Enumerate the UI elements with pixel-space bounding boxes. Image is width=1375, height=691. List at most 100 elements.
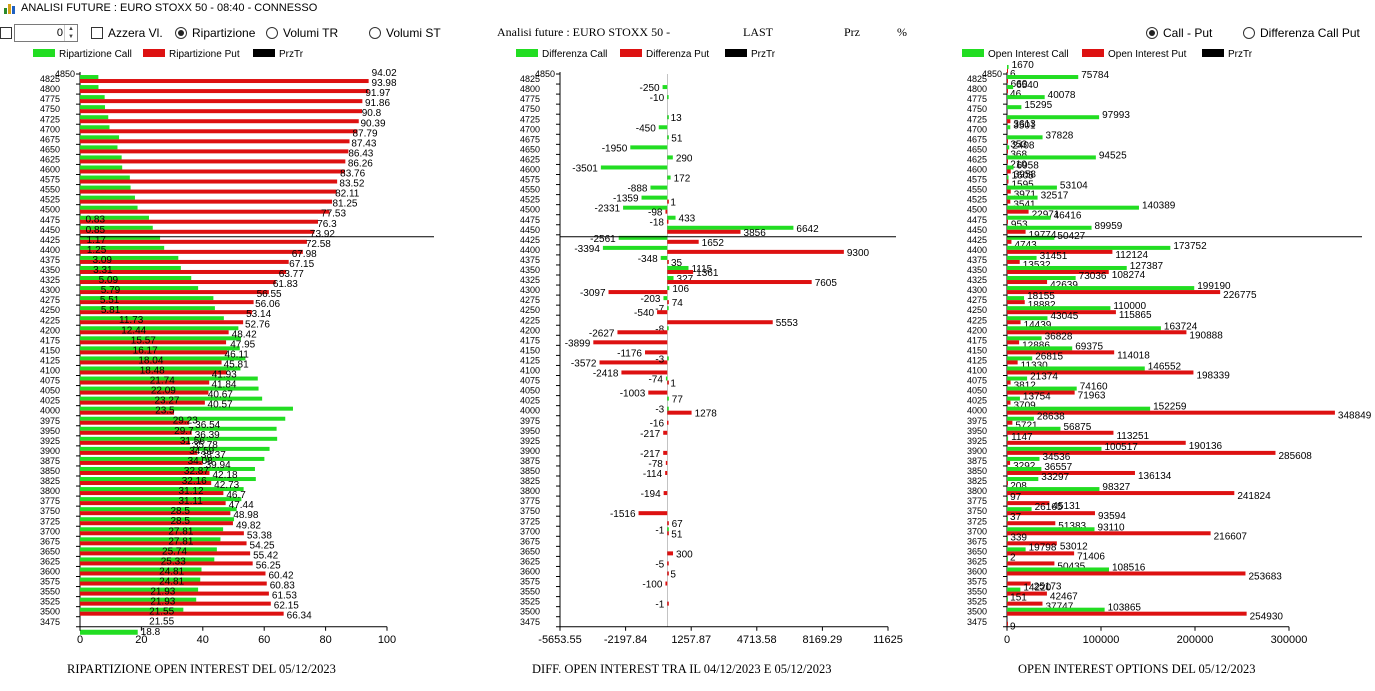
call-bar [1007,265,1127,270]
y-tick-label: 3900 [520,446,540,456]
put-value-label: 6 [1010,69,1016,80]
y-tick-label: 3925 [520,436,540,446]
call-bar [80,456,265,461]
put-value-label: -3572 [571,358,597,369]
call-bar [1007,95,1045,100]
put-bar [667,551,674,556]
radio-call-put-dot[interactable] [1146,27,1158,39]
put-value-label: 62.15 [274,601,299,612]
call-value-label: -74 [648,375,663,386]
y-tick-label: 3700 [520,526,540,536]
radio-volumi-tr-dot[interactable] [266,27,278,39]
y-tick-label: 4400 [40,245,60,255]
call-bar [1007,235,1055,240]
put-value-label: 52.76 [245,319,270,330]
call-bar [80,265,181,270]
x-tick-label: -5653.55 [538,634,581,646]
put-bar [1007,551,1075,556]
value-spinner[interactable]: 0 ▲ ▼ [14,24,78,42]
y-tick-label: 4700 [967,124,987,134]
put-bar [80,89,369,94]
azzera-checkbox[interactable]: Azzera Vl. [91,26,163,40]
radio-diff-call-put[interactable]: Differenza Call Put [1243,26,1360,40]
put-value-label: -100 [642,580,662,591]
call-value-label: -3 [655,405,664,416]
put-bar [665,470,668,475]
put-value-label: 5721 [1015,421,1038,432]
y-tick-label: 4600 [967,165,987,175]
y-tick-label: 4150 [40,345,60,355]
radio-ripartizione[interactable]: Ripartizione [175,26,255,40]
y-tick-label: 3600 [967,567,987,577]
call-value-label: 108516 [1112,562,1146,573]
put-bar [1007,501,1050,506]
y-tick-label: 4425 [40,235,60,245]
call-value-label: 31.56 [180,436,205,447]
y-tick-label: 4050 [520,386,540,396]
y-tick-label: 4450 [520,225,540,235]
call-bar [80,517,235,522]
call-bar [667,215,676,220]
call-bar [1007,356,1033,361]
y-tick-label: 4150 [520,345,540,355]
legend-swatch [962,49,984,57]
y-tick-label: 4175 [520,335,540,345]
call-bar [1007,456,1040,461]
call-value-label: 110000 [1113,301,1146,312]
radio-volumi-st-dot[interactable] [369,27,381,39]
partial-checkbox[interactable] [0,27,12,39]
call-bar [1007,557,1008,562]
y-tick-label: 4450 [40,225,60,235]
y-tick-label: 4800 [520,84,540,94]
call-value-label: 13 [671,113,683,124]
call-bar [1007,296,1025,301]
put-value-label: 83.76 [340,169,365,180]
call-bar [1007,205,1139,210]
radio-volumi-tr[interactable]: Volumi TR [266,26,338,40]
put-bar [1007,209,1029,214]
call-value-label: -1 [655,525,664,536]
y-tick-label: 4600 [40,165,60,175]
put-bar [80,269,287,274]
radio-volumi-st[interactable]: Volumi ST [369,26,441,40]
x-tick-label: 100 [378,634,396,646]
differenza-chart: Differenza Call Differenza Put PrzTr485048… [516,49,903,646]
spinner-arrows-icon[interactable]: ▲ ▼ [64,25,77,41]
radio-call-put[interactable]: Call - Put [1146,26,1212,40]
put-value-label: 353 [1010,139,1027,150]
put-value-label: 60.83 [270,581,295,592]
radio-diff-call-put-dot[interactable] [1243,27,1255,39]
call-bar [1007,607,1105,612]
radio-ripartizione-dot[interactable] [175,27,187,39]
put-value-label: 50435 [1057,561,1085,572]
put-value-label: 112124 [1115,250,1148,261]
call-value-label: 103865 [1108,603,1142,614]
legend-swatch [1082,49,1104,57]
call-bar [618,235,668,240]
azzera-checkbox-box[interactable] [91,27,103,39]
y-tick-label: 3650 [40,546,60,556]
call-value-label: 14220 [1023,583,1051,594]
call-bar [80,296,214,301]
y-tick-label: 4175 [40,335,60,345]
call-bar [1007,446,1102,451]
call-bar [658,125,668,130]
put-bar [80,300,254,305]
call-bar [667,356,669,361]
y-tick-label: 4725 [40,114,60,124]
put-value-label: 42.73 [214,480,239,491]
legend-swatch [33,49,55,57]
call-bar [80,487,244,492]
put-bar [1007,380,1011,385]
call-value-label: 21374 [1030,372,1058,383]
x-tick-label: 100000 [1083,634,1120,646]
put-value-label: 11330 [1021,360,1049,371]
y-tick-label: 4500 [520,205,540,215]
y-tick-label: 4275 [40,295,60,305]
call-bar [80,416,286,421]
put-bar [80,119,359,124]
put-value-label: -1176 [617,348,642,359]
put-value-label: 190136 [1189,441,1223,452]
put-bar [1007,350,1115,355]
put-bar [1007,169,1011,174]
